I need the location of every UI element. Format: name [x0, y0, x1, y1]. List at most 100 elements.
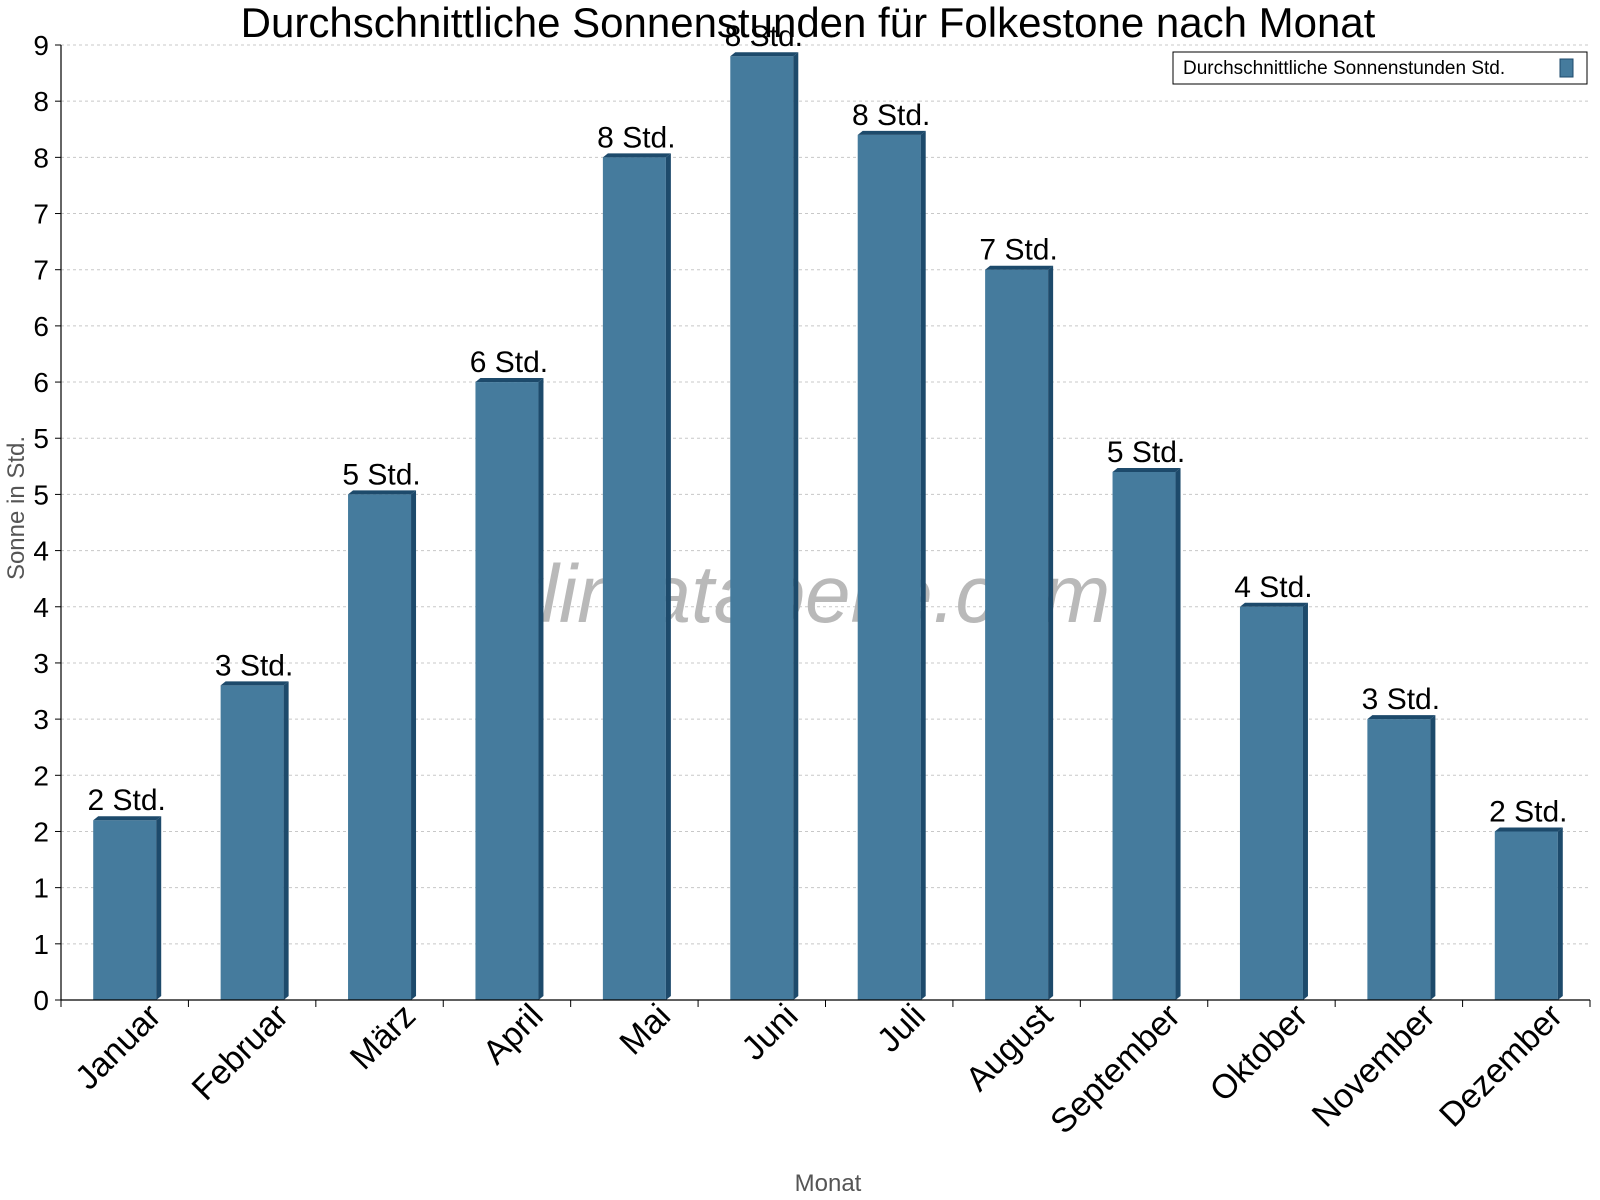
bar-side: [1557, 827, 1563, 1000]
bar-top: [985, 265, 1054, 270]
legend-label: Durchschnittliche Sonnenstunden Std.: [1183, 58, 1505, 79]
bar-top: [348, 490, 417, 495]
x-tick-label: Juli: [870, 997, 933, 1060]
bar-front: [475, 382, 539, 1000]
y-tick-label: 6: [33, 311, 49, 342]
bar-front: [1367, 719, 1431, 1000]
y-tick-label: 7: [33, 255, 49, 286]
bar-side: [411, 490, 417, 1000]
bar-front: [348, 494, 412, 1000]
bar: [857, 130, 926, 1001]
y-tick-label: 2: [33, 816, 49, 847]
data-label: 8 Std.: [852, 99, 930, 132]
bar-top: [475, 378, 544, 383]
data-label: 3 Std.: [1362, 683, 1440, 716]
y-tick-label: 3: [33, 648, 49, 679]
data-label: 3 Std.: [215, 649, 293, 682]
x-tick-label: April: [476, 997, 551, 1072]
x-tick-labels: Januar Februar März April Mai Juni Juli AugustS…: [68, 996, 1570, 1141]
bar: [1239, 602, 1308, 1000]
bar-side: [156, 816, 162, 1000]
y-tick-labels: 0 1 1 2 2 3 3 4 4 5 5 6 6 7 7 8 8 9: [33, 30, 49, 1016]
bar: [730, 52, 799, 1001]
chart-title: Durchschnittliche Sonnenstunden für Folk…: [241, 0, 1376, 46]
bars: [93, 52, 1563, 1001]
y-tick-label: 0: [33, 985, 49, 1016]
bar-front: [93, 820, 157, 1000]
bar-front: [730, 56, 794, 1001]
data-label: 8 Std.: [725, 20, 803, 53]
bar: [602, 153, 671, 1001]
bar: [220, 681, 289, 1000]
y-tick-label: 5: [33, 479, 49, 510]
data-label: 2 Std.: [88, 784, 166, 817]
bar-side: [1048, 265, 1054, 1000]
data-label: 6 Std.: [470, 346, 548, 379]
y-tick-label: 2: [33, 760, 49, 791]
bar-front: [1494, 831, 1558, 1000]
y-tick-label: 8: [33, 86, 49, 117]
grid-lines: [61, 44, 1590, 945]
legend-box: [1172, 51, 1588, 85]
data-label: 8 Std.: [597, 121, 675, 154]
bar-top: [1239, 602, 1308, 607]
axes: [55, 44, 1591, 1007]
y-tick-label: 4: [33, 536, 49, 567]
bar: [348, 490, 417, 1000]
y-tick-label: 8: [33, 142, 49, 173]
bar: [475, 378, 544, 1000]
x-tick-label: Oktober: [1203, 997, 1315, 1109]
x-axis-label: Monat: [795, 1170, 862, 1197]
bar-top: [1112, 467, 1181, 472]
bar-top: [602, 153, 671, 158]
x-tick-label: Februar: [185, 997, 296, 1108]
y-tick-label: 6: [33, 367, 49, 398]
x-tick-label: September: [1043, 997, 1187, 1141]
x-tick-label: Mai: [612, 997, 678, 1063]
bar-top: [93, 816, 162, 821]
data-label: 2 Std.: [1489, 795, 1567, 828]
bar-front: [985, 269, 1049, 1000]
data-label: 5 Std.: [342, 458, 420, 491]
bar-side: [1430, 715, 1436, 1000]
bar-top: [1367, 715, 1436, 720]
x-tick-label: Dezember: [1432, 997, 1570, 1135]
bar-side: [283, 681, 289, 1000]
y-axis-label: Sonne in Std.: [3, 436, 30, 580]
legend: Durchschnittliche Sonnenstunden Std.: [1172, 51, 1588, 85]
bar: [1112, 467, 1181, 1000]
legend-swatch: [1559, 58, 1574, 78]
y-tick-label: 1: [33, 873, 49, 904]
bar-top: [857, 130, 926, 135]
y-tick-label: 9: [33, 30, 49, 61]
bar-side: [538, 378, 544, 1000]
bar: [1367, 715, 1436, 1000]
bar-side: [920, 130, 926, 1001]
y-tick-label: 5: [33, 423, 49, 454]
data-labels: 2 Std. 3 Std. 5 Std. 6 Std. 8 Std. 8 Std. 8 St…: [88, 20, 1568, 828]
data-label: 7 Std.: [979, 234, 1057, 267]
bar: [93, 816, 162, 1000]
data-label: 4 Std.: [1234, 571, 1312, 604]
x-tick-label: Januar: [68, 997, 168, 1097]
bar-front: [602, 157, 666, 1001]
x-tick-label: August: [959, 996, 1061, 1098]
bar-top: [730, 52, 799, 57]
bar-top: [220, 681, 289, 686]
bar: [1494, 827, 1563, 1000]
bar-side: [793, 52, 799, 1001]
y-tick-label: 1: [33, 929, 49, 960]
y-tick-label: 3: [33, 704, 49, 735]
data-label: 5 Std.: [1107, 436, 1185, 469]
bar-top: [1494, 827, 1563, 832]
x-tick-label: März: [343, 997, 423, 1077]
bar: [985, 265, 1054, 1000]
bar-side: [665, 153, 671, 1001]
bar-front: [220, 685, 284, 1000]
bar-front: [1112, 471, 1176, 1000]
y-tick-label: 4: [33, 592, 49, 623]
bar-side: [1175, 467, 1181, 1000]
bar-side: [1302, 602, 1308, 1000]
x-tick-label: November: [1305, 997, 1443, 1135]
